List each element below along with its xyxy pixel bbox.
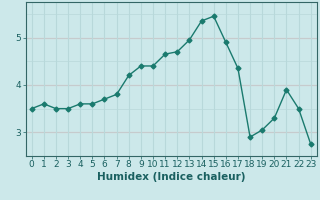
X-axis label: Humidex (Indice chaleur): Humidex (Indice chaleur) — [97, 172, 245, 182]
